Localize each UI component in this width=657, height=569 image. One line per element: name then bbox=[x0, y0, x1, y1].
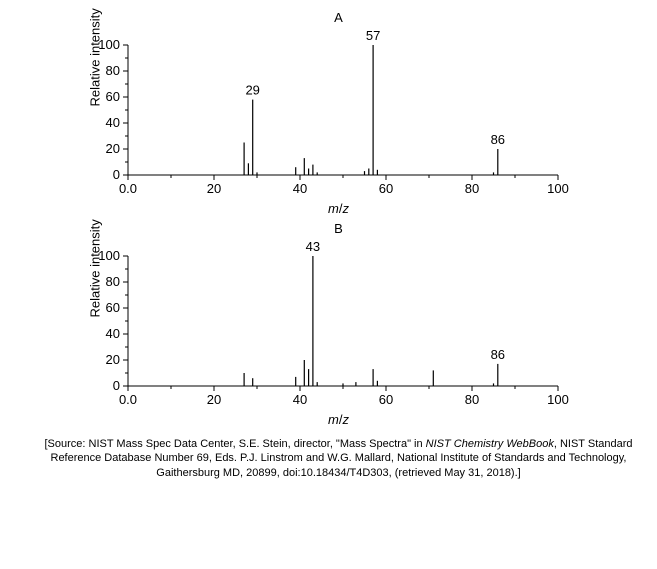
chart-plot-area: Relative intensity0.02040608010002040608… bbox=[20, 238, 657, 410]
chart-plot-area: Relative intensity0.02040608010002040608… bbox=[20, 27, 657, 199]
svg-text:20: 20 bbox=[106, 352, 120, 367]
svg-text:80: 80 bbox=[465, 392, 479, 407]
svg-text:20: 20 bbox=[106, 141, 120, 156]
mass-spectrum-chart-0: ARelative intensity 0.0 20 40 60 80 100 0 20 40 60… bbox=[20, 10, 657, 216]
svg-text:80: 80 bbox=[106, 274, 120, 289]
x-axis-label: m/z bbox=[20, 412, 657, 427]
svg-text:86: 86 bbox=[491, 132, 505, 147]
svg-text:0: 0 bbox=[113, 378, 120, 393]
mass-spectrum-chart-1: BRelative intensity 0.0 20 40 60 80 100 0 20 40 60… bbox=[20, 221, 657, 427]
svg-text:100: 100 bbox=[547, 392, 569, 407]
svg-text:0.0: 0.0 bbox=[119, 181, 137, 196]
svg-text:60: 60 bbox=[379, 181, 393, 196]
svg-text:0: 0 bbox=[113, 167, 120, 182]
svg-text:60: 60 bbox=[379, 392, 393, 407]
svg-text:100: 100 bbox=[547, 181, 569, 196]
chart-title: B bbox=[20, 221, 657, 236]
svg-text:60: 60 bbox=[106, 89, 120, 104]
svg-text:29: 29 bbox=[245, 83, 259, 98]
svg-text:20: 20 bbox=[207, 181, 221, 196]
y-axis-label: Relative intensity bbox=[88, 8, 103, 106]
svg-text:40: 40 bbox=[293, 181, 307, 196]
svg-text:86: 86 bbox=[491, 347, 505, 362]
svg-text:20: 20 bbox=[207, 392, 221, 407]
svg-text:57: 57 bbox=[366, 28, 380, 43]
source-citation: [Source: NIST Mass Spec Data Center, S.E… bbox=[10, 437, 657, 480]
svg-text:80: 80 bbox=[465, 181, 479, 196]
svg-text:40: 40 bbox=[106, 326, 120, 341]
chart-title: A bbox=[20, 10, 657, 25]
svg-text:40: 40 bbox=[106, 115, 120, 130]
svg-text:40: 40 bbox=[293, 392, 307, 407]
svg-text:60: 60 bbox=[106, 300, 120, 315]
svg-text:0.0: 0.0 bbox=[119, 392, 137, 407]
y-axis-label: Relative intensity bbox=[88, 219, 103, 317]
svg-text:43: 43 bbox=[306, 239, 320, 254]
x-axis-label: m/z bbox=[20, 201, 657, 216]
svg-text:80: 80 bbox=[106, 63, 120, 78]
